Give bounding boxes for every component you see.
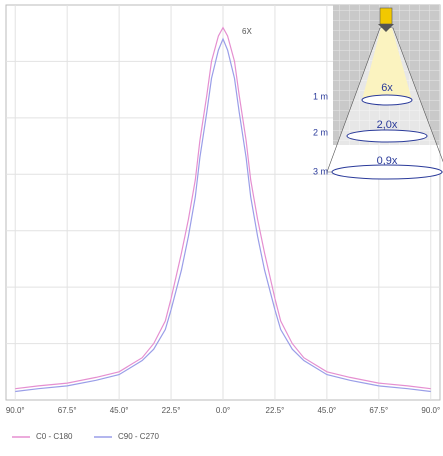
x-tick-label: 67.5° [58,406,77,415]
light-core [362,28,412,100]
factor-label: 2,0x [377,119,398,131]
x-tick-label: 45.0° [317,406,336,415]
distance-label: 2 m [313,127,328,137]
series-line [15,26,431,390]
lines [15,26,431,393]
x-tick-label: 67.5° [369,406,388,415]
factor-label: 0,9x [377,155,398,167]
distance-label: 3 m [313,166,328,176]
lamp [379,7,393,25]
legend: C0 - C180 C90 - C270 [12,432,159,441]
x-tick-label: 22.5° [162,406,181,415]
beam-circle [361,94,413,106]
x-tick-label: 0.0° [216,406,230,415]
factor-label: 6x [381,82,393,94]
peak-label: 6X [242,27,252,36]
legend-label: C90 - C270 [118,432,159,441]
x-tick-label: 90.0° [6,406,25,415]
x-tick-label: 90.0° [421,406,440,415]
distance-label: 1 m [313,91,328,101]
x-tick-label: 45.0° [110,406,129,415]
lamp-tip [378,24,394,32]
legend-label: C0 - C180 [36,432,73,441]
inset: 1 m 2 m 3 m 6x 2,0x 0,9x [313,5,443,180]
beam-circle [331,164,443,180]
beam-circle [346,129,428,143]
series-line [15,37,431,393]
x-tick-label: 22.5° [266,406,285,415]
